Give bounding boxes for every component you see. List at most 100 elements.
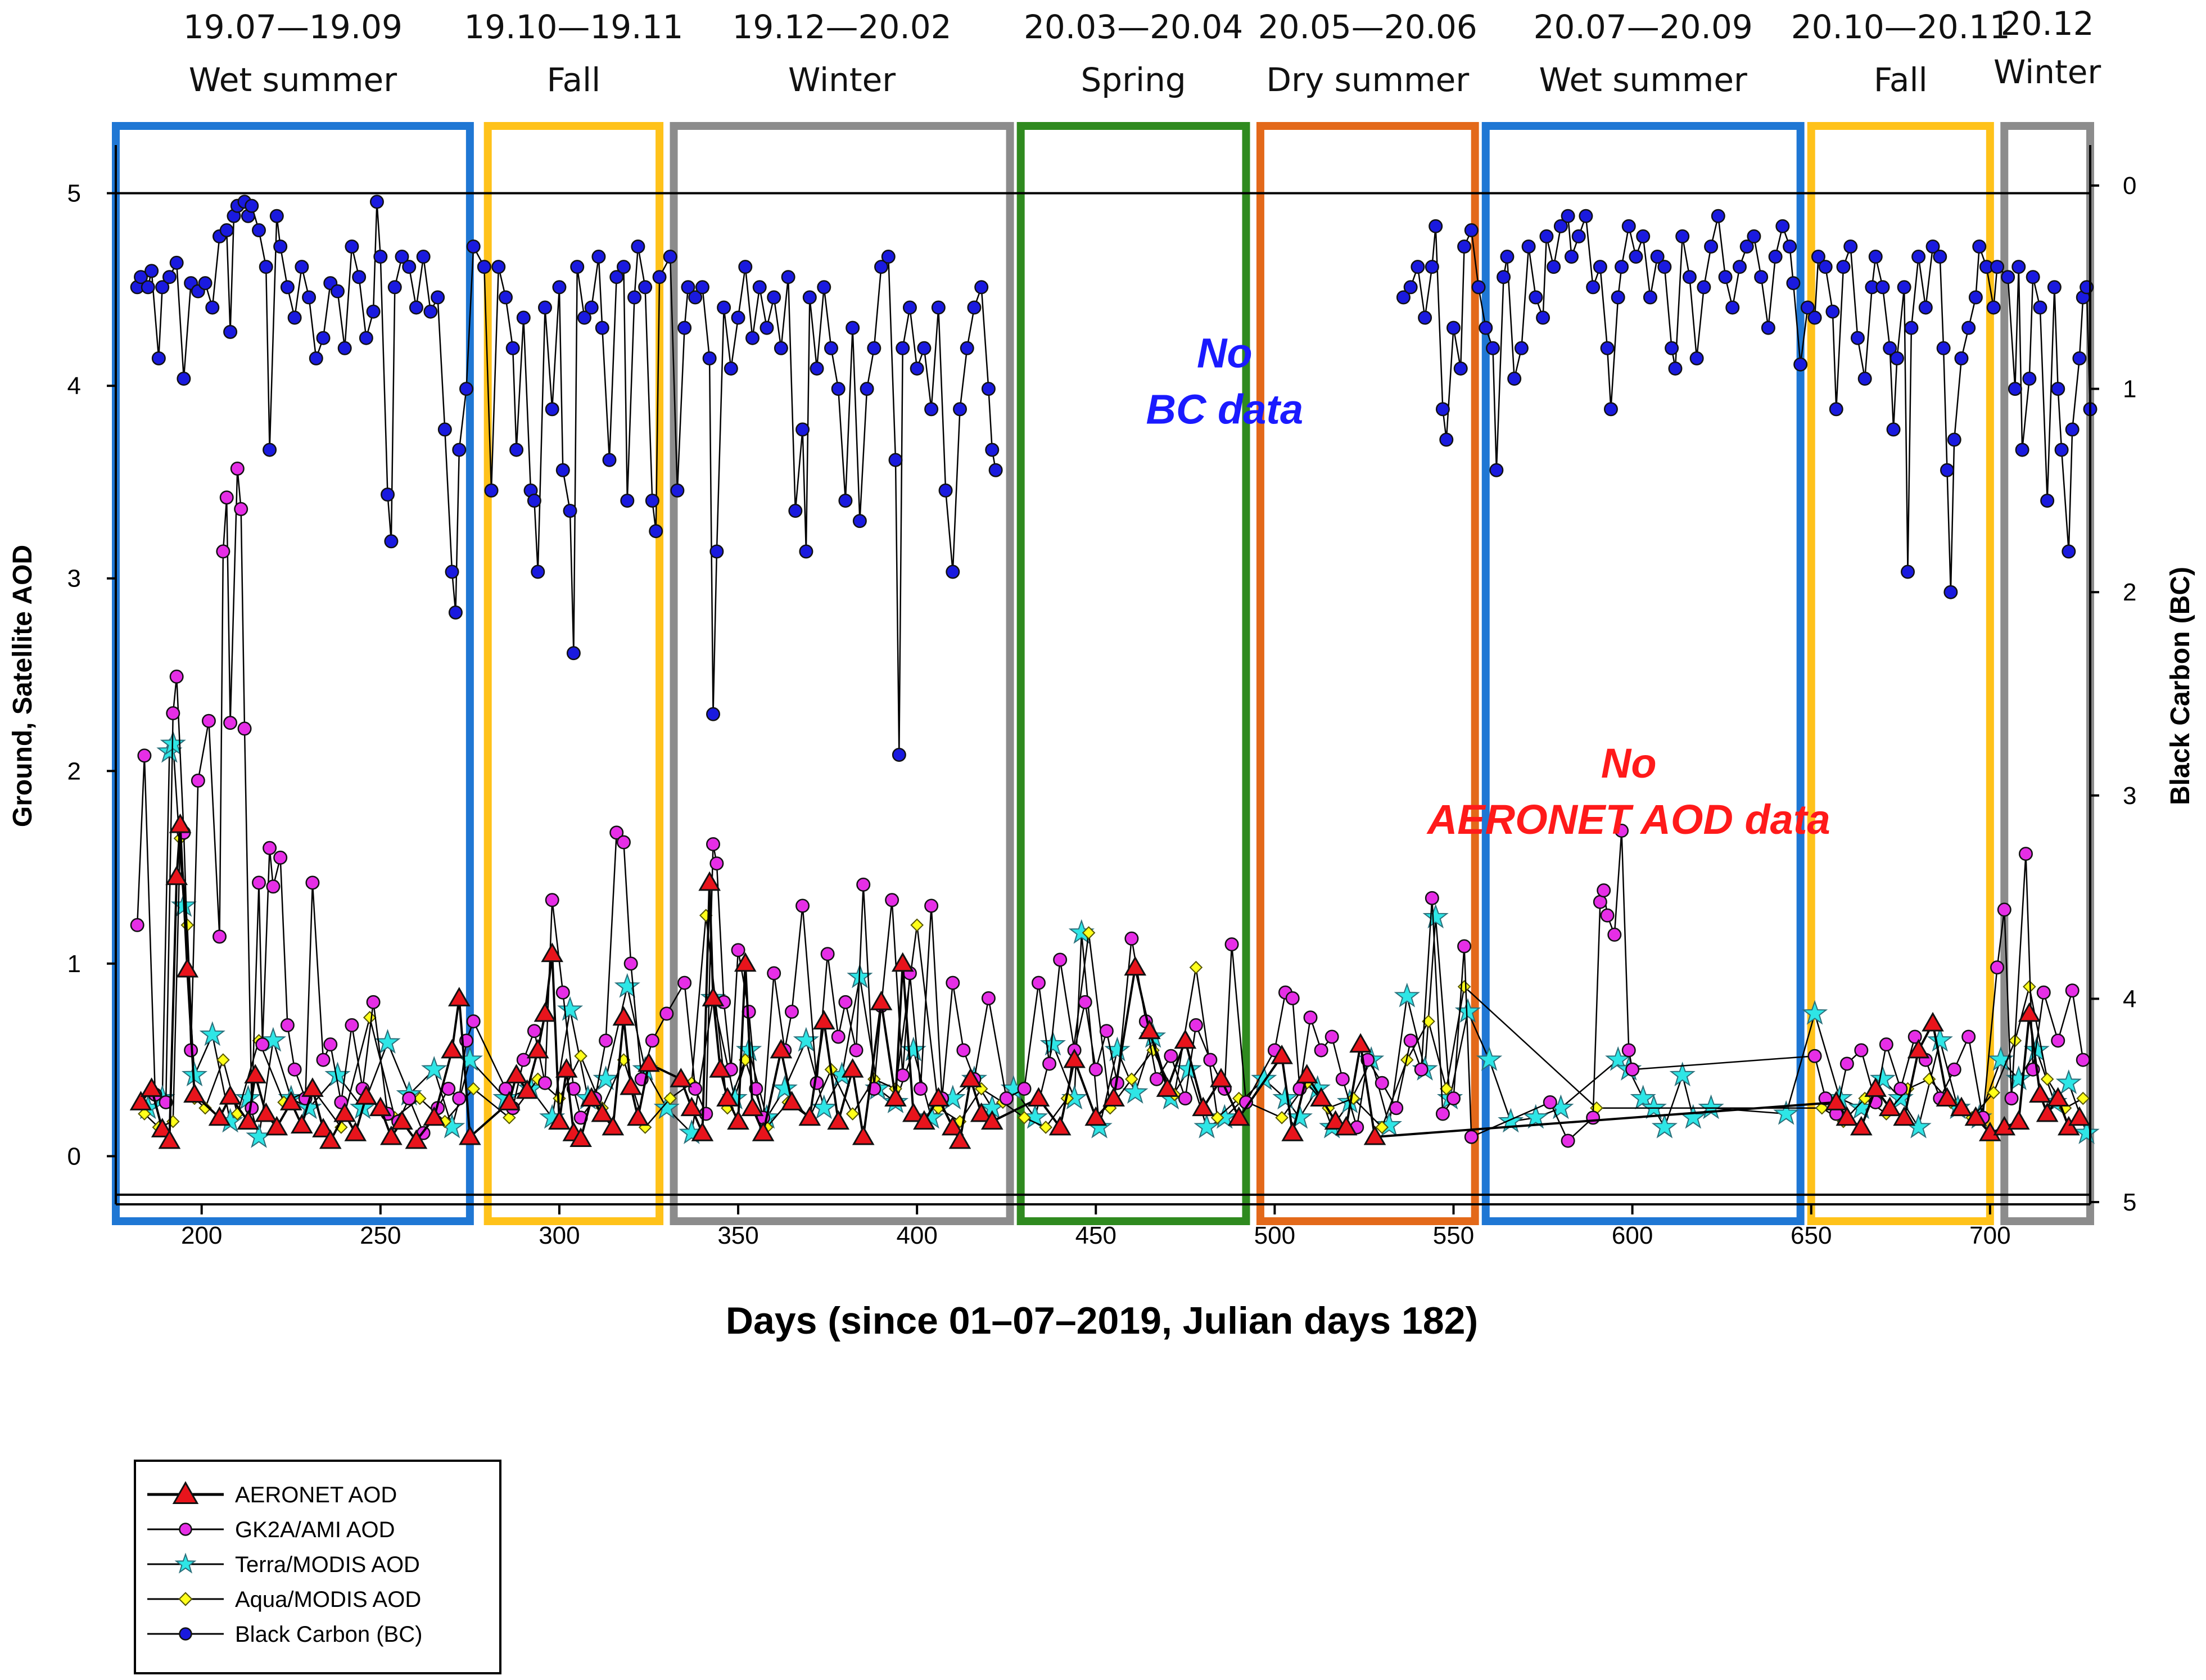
data-point <box>516 1053 531 1067</box>
data-point <box>1414 1062 1429 1077</box>
data-point <box>263 841 277 855</box>
data-point <box>505 341 520 355</box>
data-point <box>645 493 659 508</box>
legend-marker <box>179 1523 192 1536</box>
season-box-2 <box>483 122 664 1225</box>
y-right-tick-label: 3 <box>2123 782 2136 810</box>
y-right-tick-label: 2 <box>2123 579 2136 606</box>
legend-marker <box>174 1552 197 1574</box>
data-point <box>391 1110 413 1130</box>
data-point <box>1739 239 1754 254</box>
data-point <box>1271 1044 1293 1064</box>
data-point <box>580 1087 603 1107</box>
data-point <box>1164 1049 1178 1063</box>
data-point <box>176 958 199 978</box>
data-point <box>466 239 481 254</box>
y-right-tick-label: 5 <box>2123 1189 2136 1216</box>
data-point <box>467 1082 481 1096</box>
data-point <box>1818 260 1833 274</box>
data-point <box>1435 1107 1450 1121</box>
data-point <box>1650 250 1665 264</box>
data-point <box>384 534 399 549</box>
data-point <box>827 1110 850 1130</box>
annotations-layer: No BC data No AERONET AOD data <box>1146 329 1830 843</box>
x-tick-label: 250 <box>360 1222 401 1249</box>
data-point <box>1990 960 2005 975</box>
legend-label: Terra/MODIS AOD <box>235 1552 420 1577</box>
data-point <box>593 1065 619 1090</box>
data-point <box>1615 260 1629 274</box>
x-axis-title: Days (since 01–07–2019, Julian days 182) <box>726 1299 1478 1342</box>
data-point <box>811 1094 837 1119</box>
data-point <box>498 290 513 305</box>
legend: AERONET AOD GK2A/AMI AOD Terra/MODIS AOD Aq… <box>134 1460 501 1674</box>
data-point <box>852 514 867 529</box>
legend-label: AERONET AOD <box>235 1483 397 1507</box>
data-point <box>159 1095 173 1109</box>
data-point <box>638 280 653 295</box>
data-point <box>129 1091 152 1110</box>
data-point <box>2036 985 2051 1000</box>
data-point <box>1947 1062 1961 1077</box>
y-left-tick-label: 5 <box>67 180 81 207</box>
data-point <box>1082 926 1096 940</box>
data-point <box>888 453 903 467</box>
season-name-label: Wet summer <box>189 61 397 99</box>
data-point <box>941 1116 964 1136</box>
data-point <box>130 918 144 932</box>
data-point <box>1446 320 1461 335</box>
data-point <box>896 1068 910 1082</box>
data-point <box>1489 463 1504 477</box>
x-tick-label: 300 <box>539 1222 580 1249</box>
data-point <box>1825 304 1840 319</box>
data-point <box>616 835 631 850</box>
data-point <box>614 973 640 998</box>
data-point <box>812 1010 835 1030</box>
series-black-carbon-bc-2020 <box>1396 209 2097 599</box>
data-point <box>645 1033 659 1048</box>
data-point <box>366 995 381 1009</box>
data-point <box>1178 1091 1192 1106</box>
data-point <box>595 320 609 335</box>
data-point <box>663 1091 677 1105</box>
data-point <box>395 250 409 264</box>
data-point <box>1979 1121 2001 1141</box>
data-point <box>409 300 423 315</box>
data-point <box>1188 1018 1203 1032</box>
data-point <box>680 1096 703 1117</box>
data-point <box>1854 1043 1869 1058</box>
data-point <box>1063 1048 1086 1068</box>
data-point <box>1088 1062 1103 1077</box>
data-point <box>795 422 810 437</box>
data-point <box>881 250 896 264</box>
data-point <box>141 280 155 295</box>
season-period-label: 20.07—20.09 <box>1534 8 1753 46</box>
season-period-label: 20.12 <box>2001 4 2094 43</box>
data-point <box>1869 1065 1896 1090</box>
data-point <box>545 893 559 907</box>
data-point <box>452 442 467 457</box>
data-point <box>591 250 606 264</box>
data-point <box>1850 331 1865 345</box>
data-point <box>1936 1087 1959 1107</box>
data-point <box>219 1085 242 1105</box>
data-point <box>447 987 471 1006</box>
data-point <box>1579 209 1593 223</box>
y-right-tick-label: 0 <box>2123 172 2136 200</box>
data-point <box>1149 1072 1164 1086</box>
data-point <box>552 280 567 295</box>
data-point <box>1457 239 1472 254</box>
data-point <box>1476 1046 1503 1071</box>
data-point <box>280 280 295 295</box>
data-point <box>760 320 774 335</box>
data-point <box>1324 1110 1347 1130</box>
data-point <box>570 260 585 274</box>
data-point <box>566 1081 581 1096</box>
data-point <box>1078 995 1092 1009</box>
data-point <box>752 280 767 295</box>
legend-marker <box>178 1592 193 1606</box>
data-point <box>2068 1106 2091 1126</box>
season-name-label: Dry summer <box>1266 61 1469 99</box>
data-point <box>2073 1119 2100 1144</box>
data-point <box>1303 1010 1318 1025</box>
